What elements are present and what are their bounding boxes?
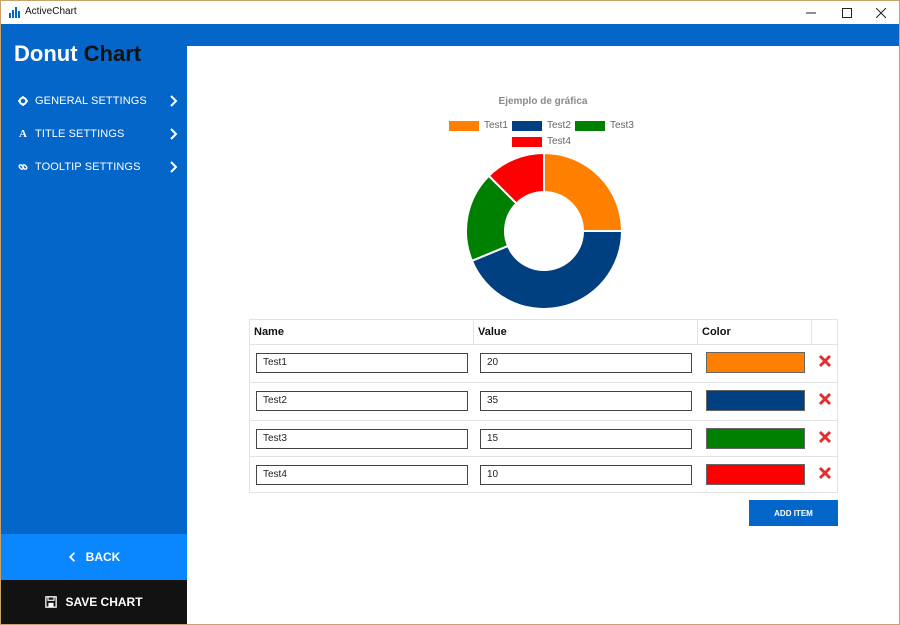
chevron-left-icon (68, 552, 75, 562)
table-row: Test1 20 (250, 344, 837, 382)
legend-swatch (512, 120, 542, 131)
legend-item-test3[interactable]: Test3 (575, 120, 634, 131)
page-title-main: Donut (14, 41, 78, 66)
sidebar-item-general-settings[interactable]: GENERAL SETTINGS (1, 90, 187, 112)
sidebar-item-label: TOOLTIP SETTINGS (35, 161, 141, 173)
legend-label: Test3 (610, 120, 634, 131)
donut-slice-test2[interactable] (470, 230, 623, 310)
value-input[interactable]: 20 (480, 353, 692, 373)
delete-icon[interactable] (818, 354, 832, 368)
color-picker[interactable] (706, 390, 805, 411)
legend-label: Test1 (484, 120, 508, 131)
color-picker[interactable] (706, 428, 805, 449)
name-input[interactable]: Test2 (256, 391, 468, 411)
chevron-right-icon (170, 95, 178, 107)
legend-item-test4[interactable]: Test4 (512, 136, 571, 147)
page-title-accent: Chart (83, 41, 142, 66)
column-header-actions (812, 320, 837, 344)
color-picker[interactable] (706, 464, 805, 485)
name-input[interactable]: Test1 (256, 353, 468, 373)
donut-slice-test1[interactable] (543, 152, 623, 232)
sidebar: Donut Chart GENERAL SETTINGS A TITLE SET… (1, 41, 187, 624)
maximize-button[interactable] (829, 1, 865, 24)
gear-icon (18, 96, 28, 106)
close-icon (876, 7, 886, 18)
sidebar-item-tooltip-settings[interactable]: TOOLTIP SETTINGS (1, 156, 187, 178)
font-icon: A (19, 128, 27, 140)
delete-icon[interactable] (818, 466, 832, 480)
name-input[interactable]: Test4 (256, 465, 468, 485)
donut-chart (465, 152, 623, 310)
page-title: Donut Chart (14, 41, 141, 67)
save-chart-label: SAVE CHART (65, 595, 143, 609)
color-picker[interactable] (706, 352, 805, 373)
back-button[interactable]: BACK (1, 534, 187, 580)
column-header-name: Name (250, 320, 474, 344)
table-row: Test3 15 (250, 420, 837, 458)
donut-slice-test4[interactable] (487, 152, 545, 205)
maximize-icon (842, 7, 852, 18)
data-table: Name Value Color Test1 20 Test2 35 Test3… (249, 319, 838, 493)
legend-swatch (575, 120, 605, 131)
name-input[interactable]: Test3 (256, 429, 468, 449)
add-item-button[interactable]: ADD ITEM (749, 500, 838, 526)
minimize-button[interactable] (793, 1, 829, 24)
delete-icon[interactable] (818, 392, 832, 406)
link-icon (18, 164, 28, 170)
delete-icon[interactable] (818, 430, 832, 444)
close-button[interactable] (863, 1, 899, 24)
chevron-right-icon (170, 128, 178, 140)
legend-label: Test4 (547, 136, 571, 147)
column-header-value: Value (474, 320, 698, 344)
sidebar-item-label: TITLE SETTINGS (35, 128, 125, 140)
table-row: Test2 35 (250, 382, 837, 420)
legend-swatch (512, 136, 542, 147)
value-input[interactable]: 10 (480, 465, 692, 485)
title-bar: ActiveChart (1, 1, 899, 24)
bar-chart-icon (9, 7, 20, 18)
value-input[interactable]: 15 (480, 429, 692, 449)
main-panel: Ejemplo de gráfica Test1 Test2 Test3 Tes… (187, 46, 899, 624)
back-button-label: BACK (85, 550, 121, 564)
window-title: ActiveChart (25, 6, 77, 17)
chart-title: Ejemplo de gráfica (498, 96, 588, 107)
value-input[interactable]: 35 (480, 391, 692, 411)
table-row: Test4 10 (250, 456, 837, 494)
legend-item-test2[interactable]: Test2 (512, 120, 571, 131)
legend-item-test1[interactable]: Test1 (449, 120, 508, 131)
chevron-right-icon (170, 161, 178, 173)
save-icon (45, 596, 58, 608)
sidebar-item-title-settings[interactable]: A TITLE SETTINGS (1, 123, 187, 145)
legend-label: Test2 (547, 120, 571, 131)
minimize-icon (806, 12, 816, 13)
sidebar-item-label: GENERAL SETTINGS (35, 95, 147, 107)
column-header-color: Color (698, 320, 812, 344)
header-bar (1, 24, 899, 46)
save-chart-button[interactable]: SAVE CHART (1, 580, 187, 624)
legend-swatch (449, 120, 479, 131)
